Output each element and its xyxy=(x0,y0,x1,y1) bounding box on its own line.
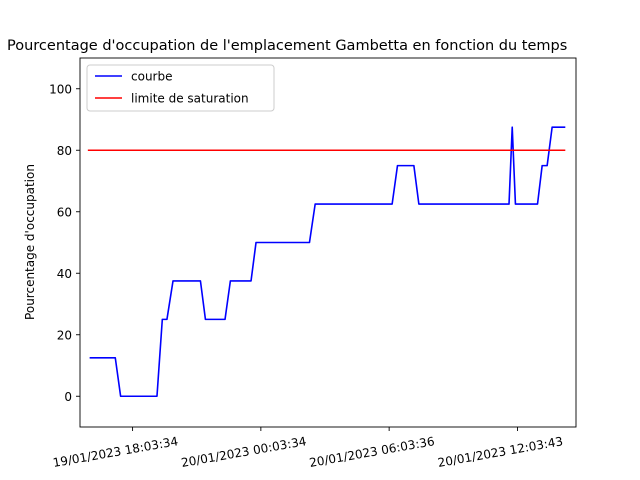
legend-label-1: limite de saturation xyxy=(131,92,249,106)
y-tick-label: 0 xyxy=(64,390,72,404)
y-axis-label: Pourcentage d'occupation xyxy=(23,164,37,320)
legend-label-0: courbe xyxy=(131,70,172,84)
legend-box xyxy=(86,64,275,112)
chart-title: Pourcentage d'occupation de l'emplacemen… xyxy=(7,38,567,54)
y-tick-label: 80 xyxy=(57,144,72,158)
series-line-0 xyxy=(89,126,566,398)
series-layer xyxy=(87,126,566,398)
plot-frame xyxy=(79,57,577,428)
y-tick-label: 100 xyxy=(49,82,72,96)
y-tick-label: 20 xyxy=(57,328,72,342)
y-tick-label: 40 xyxy=(57,267,72,281)
y-axis: 0 20 40 60 80 100 xyxy=(49,82,80,404)
y-tick-label: 60 xyxy=(57,205,72,219)
legend: courbe limite de saturation xyxy=(86,64,275,112)
